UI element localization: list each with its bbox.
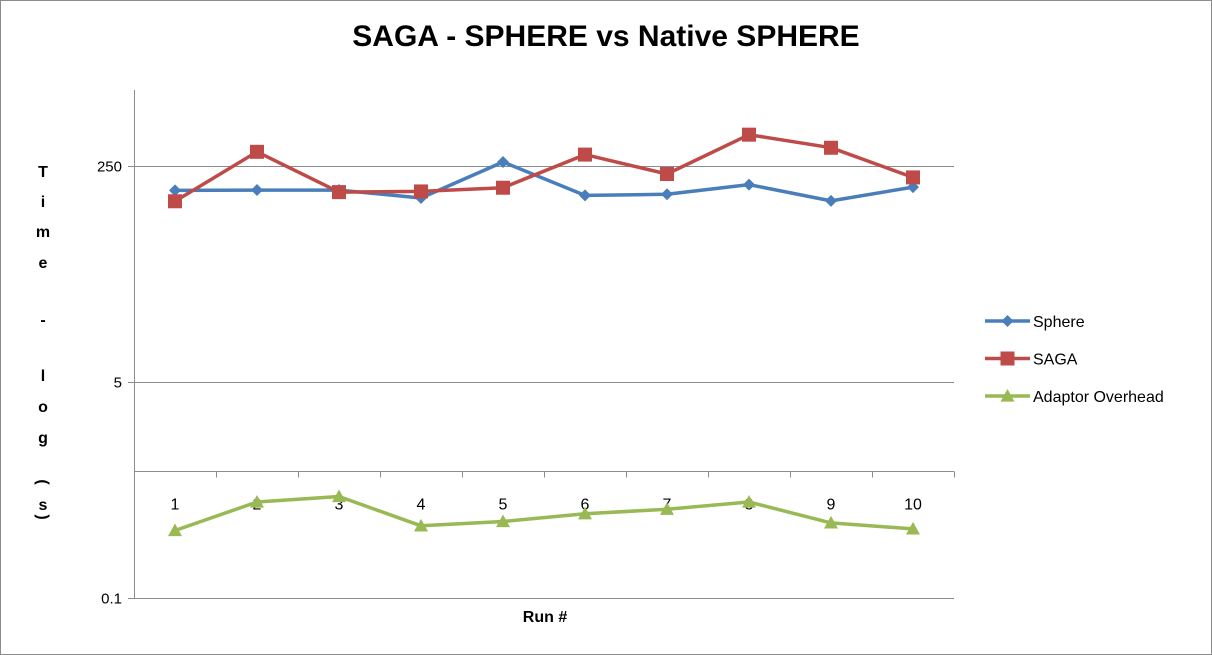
data-point: [414, 518, 428, 532]
data-point: [906, 170, 920, 185]
data-point: [661, 188, 673, 201]
x-tick-label: 3: [335, 497, 344, 514]
y-tick-label: 250: [97, 159, 122, 176]
y-axis-label-char: i: [41, 194, 45, 211]
y-axis-label-char: o: [38, 399, 48, 416]
data-point: [660, 502, 674, 515]
y-axis-label-char: T: [38, 164, 48, 181]
data-point: [906, 521, 920, 535]
x-axis-label: Run #: [523, 609, 568, 626]
series-adaptor-overhead: [168, 489, 920, 537]
series-layer: [168, 127, 920, 537]
x-tick-label: 1: [171, 497, 180, 514]
legend-item: SAGA: [985, 351, 1078, 369]
gridlines: [128, 166, 954, 599]
data-point: [578, 147, 592, 162]
data-point: [743, 178, 755, 191]
data-point: [250, 495, 264, 508]
data-point: [742, 127, 756, 142]
y-tick-label: 0.1: [101, 591, 122, 608]
axes: [134, 90, 955, 598]
x-tick-label: 9: [827, 497, 836, 514]
legend-label: Sphere: [1033, 314, 1085, 331]
series-saga: [168, 127, 920, 209]
y-axis-label-char: l: [41, 368, 45, 385]
legend-item: Sphere: [985, 314, 1085, 331]
data-point: [496, 514, 510, 528]
x-tick-label: 5: [499, 497, 508, 514]
data-point: [579, 189, 591, 202]
data-point: [1000, 351, 1015, 366]
series-line: [174, 494, 914, 533]
data-point: [414, 184, 428, 199]
y-axis-label-char: s: [39, 497, 48, 514]
data-point: [1000, 389, 1015, 402]
data-point: [660, 167, 674, 182]
y-tick-labels: 0.1 5 250: [97, 159, 122, 608]
series-line: [174, 132, 914, 203]
y-tick-label: 5: [114, 375, 122, 392]
x-tick-label: 4: [417, 497, 426, 514]
data-point: [169, 184, 181, 197]
data-point: [578, 506, 592, 520]
data-point: [168, 194, 182, 209]
data-point: [1001, 315, 1014, 327]
data-point: [332, 185, 346, 200]
chart-title: SAGA - SPHERE vs Native SPHERE: [352, 20, 860, 53]
data-point: [824, 140, 838, 155]
data-point: [825, 194, 837, 207]
legend-label: Adaptor Overhead: [1033, 389, 1164, 406]
y-axis-label-char: ): [34, 514, 51, 519]
y-axis-label-char: (: [34, 479, 51, 485]
y-axis-label-char: e: [39, 255, 48, 272]
data-point: [332, 489, 346, 503]
data-point: [497, 156, 509, 169]
y-axis-label-char: g: [38, 430, 48, 447]
data-point: [742, 495, 756, 508]
data-point: [251, 184, 263, 197]
data-point: [168, 523, 182, 537]
y-axis-label-char: m: [36, 224, 50, 241]
data-point: [824, 515, 838, 529]
data-point: [496, 180, 510, 195]
legend-item: Adaptor Overhead: [985, 389, 1164, 406]
series-line: [174, 160, 914, 203]
x-tick-label: 6: [581, 497, 590, 514]
x-tick-label: 10: [904, 497, 922, 514]
legend: Sphere SAGA Adaptor Overhead: [985, 314, 1164, 406]
legend-label: SAGA: [1033, 352, 1078, 369]
data-point: [250, 144, 264, 159]
y-axis-label-char: -: [40, 312, 45, 329]
